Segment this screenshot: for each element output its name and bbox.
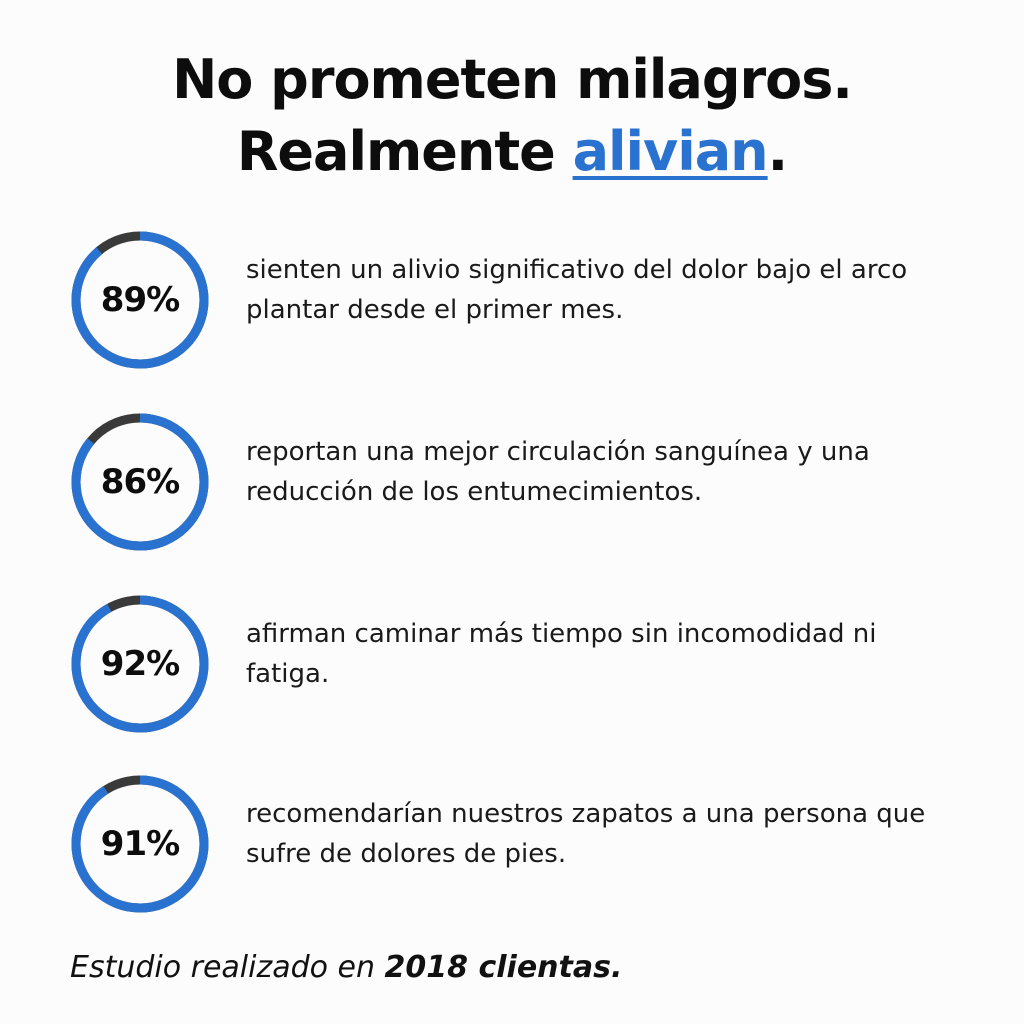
progress-ring: 91% bbox=[68, 772, 212, 916]
stat-percentage: 86% bbox=[100, 462, 180, 502]
stat-percentage: 91% bbox=[100, 824, 180, 864]
progress-ring-fill bbox=[71, 413, 209, 551]
stat-description: reportan una mejor circulación sanguínea… bbox=[246, 437, 870, 507]
headline-line-2: Realmente alivian. bbox=[0, 116, 1024, 188]
headline: No prometen milagros. Realmente alivian. bbox=[0, 44, 1024, 188]
progress-ring-graphic bbox=[71, 413, 209, 551]
stat-item-4: 91% recomendarían nuestros zapatos a una… bbox=[68, 772, 968, 916]
stat-item-1: 89% sienten un alivio significativo del … bbox=[68, 228, 968, 372]
progress-ring: 89% bbox=[68, 228, 212, 372]
progress-ring-fill bbox=[71, 775, 209, 913]
progress-ring: 86% bbox=[68, 410, 212, 554]
stat-item-2: 86% reportan una mejor circulación sangu… bbox=[68, 410, 968, 554]
stat-item-3: 92% afirman caminar más tiempo sin incom… bbox=[68, 592, 968, 736]
headline-line-2-prefix: Realmente bbox=[236, 120, 573, 183]
progress-ring-fill bbox=[71, 231, 209, 369]
progress-ring: 92% bbox=[68, 592, 212, 736]
headline-accent-word: alivian bbox=[572, 120, 769, 183]
progress-ring-graphic bbox=[71, 775, 209, 913]
stat-percentage: 92% bbox=[100, 644, 180, 684]
headline-line-2-suffix: . bbox=[767, 120, 788, 183]
progress-ring-graphic bbox=[71, 595, 209, 733]
stat-description: sienten un alivio significativo del dolo… bbox=[246, 255, 908, 325]
footnote-prefix: Estudio realizado en bbox=[70, 950, 385, 985]
footnote-emphasis: 2018 clientas. bbox=[384, 950, 623, 985]
stat-description: afirman caminar más tiempo sin incomodid… bbox=[246, 619, 877, 689]
stat-description: recomendarían nuestros zapatos a una per… bbox=[246, 799, 926, 869]
progress-ring-graphic bbox=[71, 231, 209, 369]
headline-line-1: No prometen milagros. bbox=[172, 48, 853, 111]
study-footnote: Estudio realizado en 2018 clientas. bbox=[70, 950, 622, 985]
stat-percentage: 89% bbox=[100, 280, 180, 320]
progress-ring-fill bbox=[71, 595, 209, 733]
